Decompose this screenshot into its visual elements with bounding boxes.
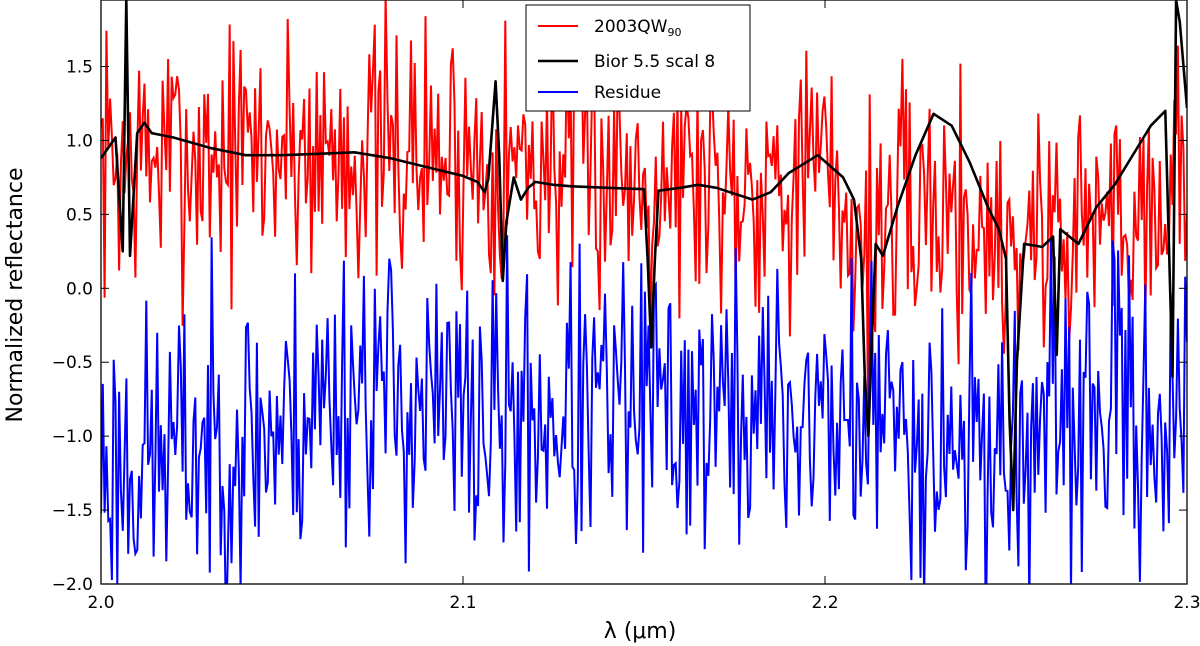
y-tick-label: 0.5 bbox=[66, 205, 93, 225]
legend-label-2003qw90-main: 2003QW bbox=[594, 17, 668, 37]
legend-label-bior: Bior 5.5 scal 8 bbox=[594, 52, 715, 72]
plot-frame bbox=[100, 0, 1188, 585]
series-line-bior-5-5-scal-8 bbox=[101, 0, 1187, 512]
y-tick-label: 1.0 bbox=[66, 131, 93, 151]
legend-box bbox=[525, 4, 751, 112]
ticks-layer: 2.0 2.1 2.2 2.3 −2.0 −1.5 −1.0 −0.5 0.0 0.5 1.0 1.5 bbox=[52, 0, 1200, 613]
legend-label-2003qw90: 2003QW90 bbox=[594, 17, 681, 39]
y-tick-label: −2.0 bbox=[52, 575, 93, 595]
y-axis-title: Normalized reflectance bbox=[3, 167, 28, 422]
legend-label-residue: Residue bbox=[594, 83, 661, 103]
y-tick-label: −1.5 bbox=[52, 501, 93, 521]
series-layer bbox=[101, 0, 1187, 584]
y-tick-label: −1.0 bbox=[52, 427, 93, 447]
y-tick-label: 1.5 bbox=[66, 58, 93, 78]
y-tick-label: 0.0 bbox=[66, 279, 93, 299]
x-tick-label: 2.1 bbox=[449, 593, 476, 613]
legend: 2003QW90 Bior 5.5 scal 8 Residue bbox=[525, 4, 751, 112]
legend-label-2003qw90-sub: 90 bbox=[667, 26, 681, 39]
x-axis-title: λ (μm) bbox=[604, 619, 677, 644]
x-tick-label: 2.0 bbox=[87, 593, 114, 613]
x-tick-label: 2.2 bbox=[811, 593, 838, 613]
series-line-residue bbox=[101, 235, 1187, 584]
y-tick-label: −0.5 bbox=[52, 353, 93, 373]
x-tick-label: 2.3 bbox=[1173, 593, 1200, 613]
